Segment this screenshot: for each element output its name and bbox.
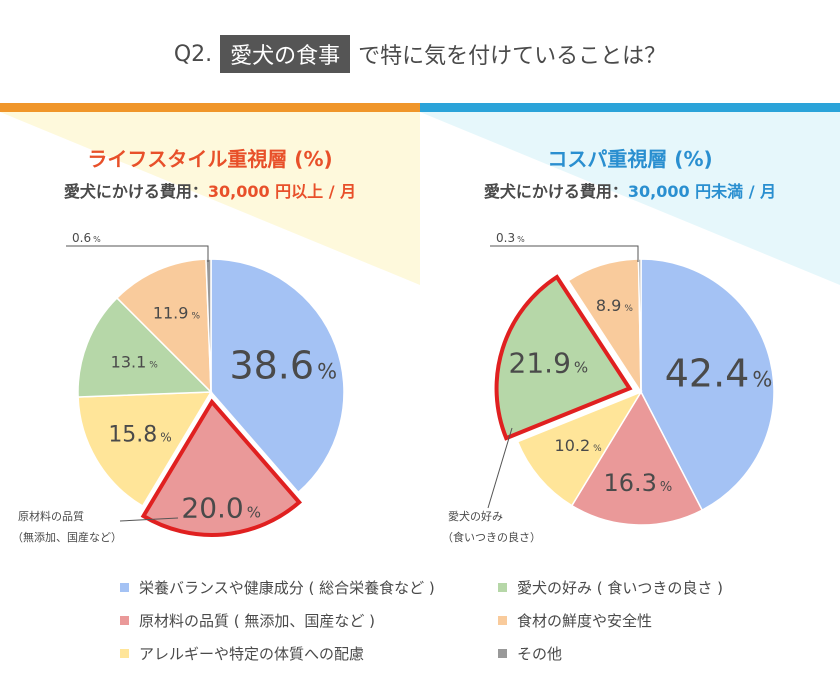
pie-slice xyxy=(210,258,345,494)
callout-line xyxy=(487,427,513,509)
legend-label: 食材の鮮度や安全性 xyxy=(517,612,653,630)
legend-item: 原材料の品質 ( 無添加、国産など ) xyxy=(120,610,375,631)
right-chart-title: コスパ重視層 (%) xyxy=(547,147,713,171)
legend-label: 栄養バランスや健康成分 ( 総合栄養食など ) xyxy=(139,579,435,597)
right-cost-line: 愛犬にかける費用：30,000 円未満 / 月 xyxy=(450,178,810,202)
left-cost-label: 愛犬にかける費用： xyxy=(63,182,208,201)
pie-slice xyxy=(77,391,213,508)
legend-swatch xyxy=(498,649,507,658)
right-cost-value: 30,000 円未満 / 月 xyxy=(627,182,777,201)
legend-label: アレルギーや特定の体質への配慮 xyxy=(139,645,365,663)
legend-swatch xyxy=(120,583,129,592)
legend-label: 原材料の品質 ( 無添加、国産など ) xyxy=(139,612,376,630)
slice-value-label: 0.6% xyxy=(72,231,101,245)
callout-line xyxy=(119,517,179,522)
legend-label: 愛犬の好み ( 食いつきの良さ ) xyxy=(517,579,724,597)
right-cost-label: 愛犬にかける費用： xyxy=(483,182,628,201)
slice-value-label: 20.0% xyxy=(181,492,261,525)
callout-label: 原材料の品質 xyxy=(18,509,84,523)
legend-swatch xyxy=(498,616,507,625)
slice-value-label: 11.9% xyxy=(153,303,201,322)
pie-slice xyxy=(115,258,212,394)
left-cost-line: 愛犬にかける費用：30,000 円以上 / 月 xyxy=(30,178,390,202)
legend-swatch xyxy=(120,616,129,625)
question-number: Q2. xyxy=(173,41,213,67)
slice-value-label: 16.3% xyxy=(603,469,672,497)
left-chart-title: ライフスタイル重視層 (%) xyxy=(87,147,333,171)
pie-slice xyxy=(140,398,303,537)
right-bg-triangle xyxy=(420,112,840,285)
pie-slice xyxy=(570,390,704,526)
slice-value-label: 0.3% xyxy=(496,231,525,245)
slice-value-label: 13.1% xyxy=(111,352,159,371)
callout-sublabel: （無添加、国産など） xyxy=(12,530,122,544)
legend-swatch xyxy=(498,583,507,592)
legend-item: アレルギーや特定の体質への配慮 xyxy=(120,643,364,664)
slice-value-label: 8.9% xyxy=(596,296,633,315)
legend-item: 愛犬の好み ( 食いつきの良さ ) xyxy=(498,577,723,598)
slice-value-label: 38.6% xyxy=(229,343,337,387)
legend-item: 食材の鮮度や安全性 xyxy=(498,610,652,631)
leader-line xyxy=(490,245,639,262)
callout-label: 愛犬の好み xyxy=(448,509,503,523)
pie-slice xyxy=(640,258,775,512)
slice-value-label: 42.4% xyxy=(665,351,773,395)
title-rest: で特に気を付けていることは？ xyxy=(358,44,667,69)
pie-chart-right: 42.4 % 16.3 %10.2 % 21.9 % 8.9 % 0.3 % 愛犬の好み （食いつきの良… xyxy=(442,231,775,544)
page-title: Q2. 愛犬の食事 で特に気を付けていることは？ xyxy=(0,34,840,74)
legend-item: 栄養バランスや健康成分 ( 総合栄養食など ) xyxy=(120,577,435,598)
pie-chart-left: 38.6 % 20.0 % 15.8 % 13.1 % 11.9 % 0.6 % 原材料の品質 （無添加、… xyxy=(12,231,345,544)
slice-value-label: 15.8% xyxy=(108,423,171,448)
leader-line xyxy=(66,245,209,262)
accent-bar-right xyxy=(420,103,840,112)
legend-swatch xyxy=(120,649,129,658)
pie-slice xyxy=(516,390,643,507)
left-bg-triangle xyxy=(0,112,420,285)
pie-slice xyxy=(77,296,213,398)
slice-value-label: 10.2% xyxy=(555,436,603,455)
legend-item: その他 xyxy=(498,643,562,664)
left-cost-value: 30,000 円以上 / 月 xyxy=(207,182,357,201)
pie-slice xyxy=(494,274,633,441)
accent-bar-left xyxy=(0,103,420,112)
slice-value-label: 21.9% xyxy=(509,347,589,380)
callout-sublabel: （食いつきの良さ） xyxy=(442,530,541,544)
legend-label: その他 xyxy=(517,645,563,663)
title-highlight: 愛犬の食事 xyxy=(220,35,351,73)
